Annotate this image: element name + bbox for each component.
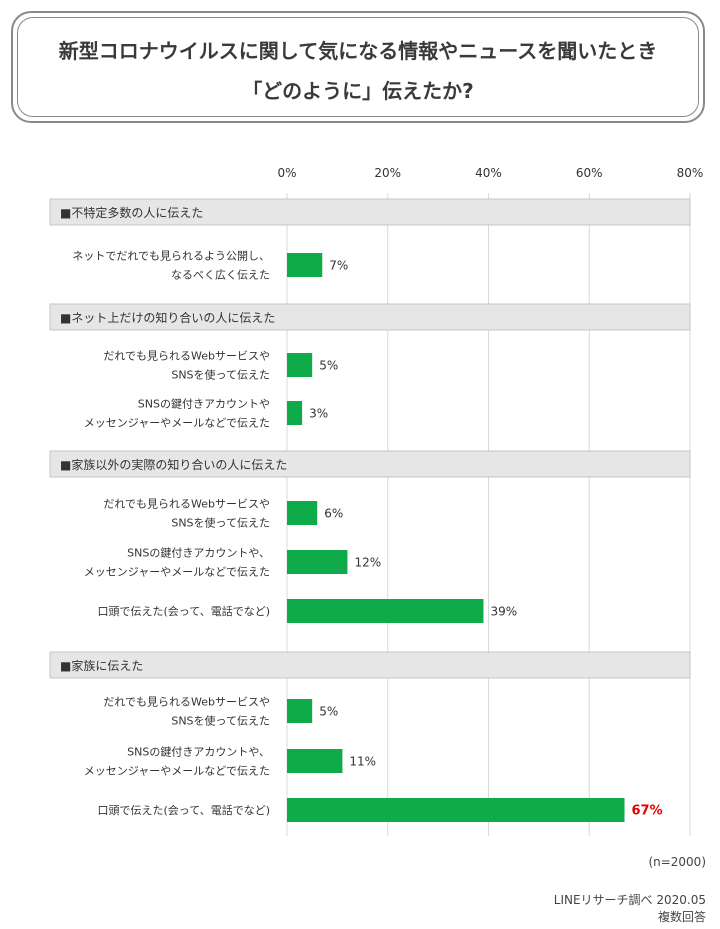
x-tick-label-3: 60% [576, 166, 603, 180]
bar-3-0 [287, 699, 313, 723]
category-label-2-0-0: だれでも見られるWebサービスや [103, 498, 270, 511]
group-header-label-3: ■家族に伝えた [60, 658, 143, 673]
bar-2-0 [287, 501, 318, 525]
value-label-2-0: 6% [324, 507, 343, 521]
category-label-3-1-0: SNSの鍵付きアカウントや、 [127, 745, 270, 759]
value-label-2-2: 39% [490, 605, 517, 619]
bar-1-0 [287, 353, 313, 377]
category-label-2-0-1: SNSを使って伝えた [171, 517, 270, 530]
category-label-2-2-0: 口頭で伝えた(会って、電話でなど) [98, 604, 270, 618]
category-label-3-1-1: メッセンジャーやメールなどで伝えた [84, 765, 270, 778]
value-label-1-0: 5% [319, 359, 338, 373]
category-label-1-0-0: だれでも見られるWebサービスや [103, 350, 270, 363]
category-label-3-0-1: SNSを使って伝えた [171, 715, 270, 728]
category-label-2-1-1: メッセンジャーやメールなどで伝えた [84, 566, 270, 579]
value-label-3-0: 5% [319, 705, 338, 719]
value-label-3-2: 67% [632, 804, 663, 819]
bar-1-1 [287, 401, 303, 425]
category-label-3-0-0: だれでも見られるWebサービスや [103, 696, 270, 709]
bar-3-2 [287, 798, 625, 822]
title-frame: 新型コロナウイルスに関して気になる情報やニュースを聞いたとき 「どのように」伝え… [11, 11, 705, 123]
bar-3-1 [287, 749, 343, 773]
category-label-1-0-1: SNSを使って伝えた [171, 369, 270, 382]
group-header-0 [49, 198, 691, 226]
group-header-label-2: ■家族以外の実際の知り合いの人に伝えた [60, 457, 287, 472]
chart-title-line-2: 「どのように」伝えたか? [242, 79, 474, 103]
x-tick-label-1: 20% [374, 166, 401, 180]
group-header-2 [49, 450, 691, 478]
bar-0-0 [287, 253, 323, 277]
sample-size-note: (n=2000) [648, 855, 706, 869]
category-label-2-1-0: SNSの鍵付きアカウントや、 [127, 546, 270, 560]
group-header-3 [49, 651, 691, 679]
x-tick-label-4: 80% [677, 166, 704, 180]
value-label-0-0: 7% [329, 259, 348, 273]
group-header-label-0: ■不特定多数の人に伝えた [60, 205, 203, 220]
value-label-2-1: 12% [354, 556, 381, 570]
group-header-1 [49, 303, 691, 331]
multiple-answer-note: 複数回答 [657, 910, 706, 924]
category-label-1-1-0: SNSの鍵付きアカウントや [138, 397, 270, 411]
title-inner-frame [17, 17, 699, 117]
category-label-0-0-0: ネットでだれでも見られるよう公開し、 [72, 250, 270, 263]
category-label-3-2-0: 口頭で伝えた(会って、電話でなど) [98, 803, 270, 817]
chart-title-line-1: 新型コロナウイルスに関して気になる情報やニュースを聞いたとき [58, 39, 658, 63]
x-tick-label-2: 40% [475, 166, 502, 180]
x-tick-label-0: 0% [277, 166, 296, 180]
bar-2-1 [287, 550, 348, 574]
value-label-3-1: 11% [349, 755, 376, 769]
source-note: LINEリサーチ調べ 2020.05 [553, 893, 706, 907]
group-header-label-1: ■ネット上だけの知り合いの人に伝えた [60, 310, 275, 325]
category-label-0-0-1: なるべく広く伝えた [171, 269, 270, 282]
value-label-1-1: 3% [309, 407, 328, 421]
category-label-1-1-1: メッセンジャーやメールなどで伝えた [84, 417, 270, 430]
bar-2-2 [287, 599, 484, 623]
